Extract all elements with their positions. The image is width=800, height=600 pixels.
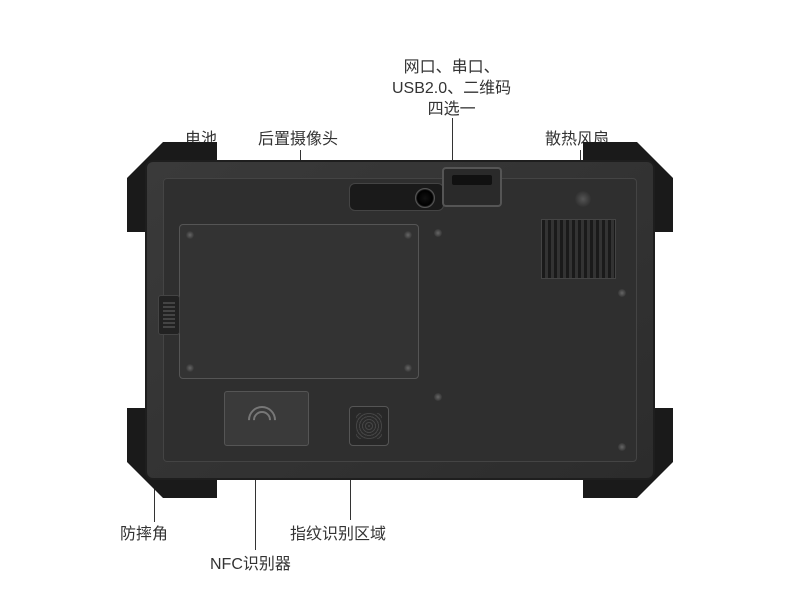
fan-hub-icon bbox=[575, 191, 591, 207]
battery-latch bbox=[158, 295, 180, 335]
battery-panel bbox=[179, 224, 419, 379]
label-rear-camera: 后置摄像头 bbox=[258, 130, 338, 151]
label-fingerprint: 指纹识别区域 bbox=[290, 525, 386, 546]
fingerprint-sensor bbox=[349, 406, 389, 446]
device-illustration bbox=[135, 150, 665, 490]
device-inner-panel bbox=[163, 178, 637, 462]
screw-icon bbox=[404, 364, 412, 372]
label-drop-corner: 防摔角 bbox=[120, 525, 168, 546]
screw-icon bbox=[186, 364, 194, 372]
label-port-selector-line2: USB2.0、二维码 bbox=[392, 79, 511, 100]
screw-icon bbox=[434, 229, 442, 237]
nfc-reader-panel bbox=[224, 391, 309, 446]
screw-icon bbox=[186, 231, 194, 239]
camera-lens-icon bbox=[415, 188, 435, 208]
screw-icon bbox=[618, 289, 626, 297]
port-selector-module bbox=[442, 167, 502, 207]
label-nfc-reader: NFC识别器 bbox=[210, 555, 291, 576]
rear-camera-module bbox=[349, 183, 444, 211]
nfc-icon bbox=[247, 405, 287, 433]
screw-icon bbox=[404, 231, 412, 239]
screw-icon bbox=[618, 443, 626, 451]
label-port-selector-line1: 网口、串口、 bbox=[392, 58, 511, 79]
cooling-fan-grille bbox=[541, 219, 616, 279]
screw-icon bbox=[434, 393, 442, 401]
label-port-selector: 网口、串口、 USB2.0、二维码 四选一 bbox=[392, 58, 511, 120]
